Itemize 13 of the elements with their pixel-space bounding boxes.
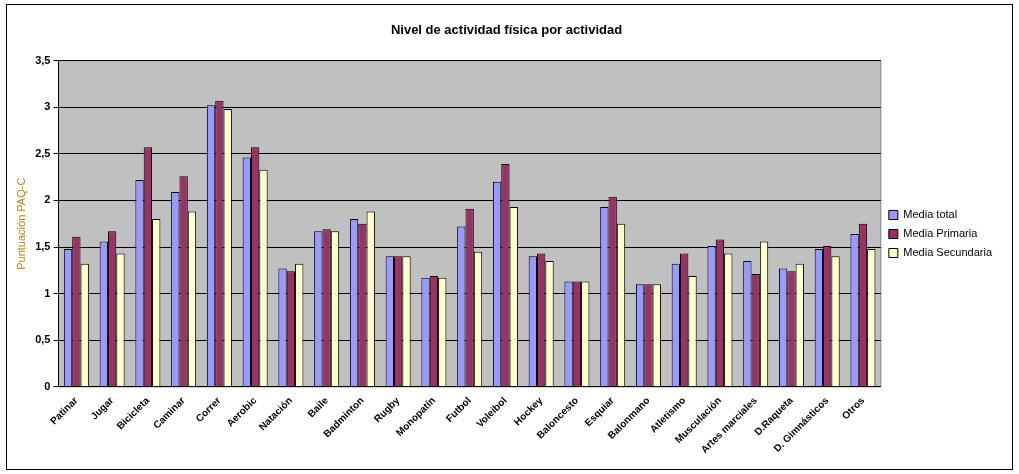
y-tick-label: 1,5 [35, 240, 51, 253]
y-tick-label: 3 [44, 100, 51, 113]
y-tick-label: 2,5 [35, 146, 51, 159]
y-axis-title: Puntuación PAQ-C [14, 177, 27, 270]
legend-label: Media Primaria [903, 227, 979, 240]
legend-label: Media total [903, 208, 958, 221]
y-tick-label: 0,5 [35, 333, 51, 346]
legend-label: Media Secundaria [903, 246, 993, 259]
y-tick-label: 3,5 [35, 53, 51, 66]
chart-title: Nivel de actividad física por actividad [390, 22, 623, 38]
y-tick-label: 0 [44, 379, 51, 392]
y-tick-label: 2 [44, 193, 51, 206]
y-tick-label: 1 [44, 286, 51, 299]
